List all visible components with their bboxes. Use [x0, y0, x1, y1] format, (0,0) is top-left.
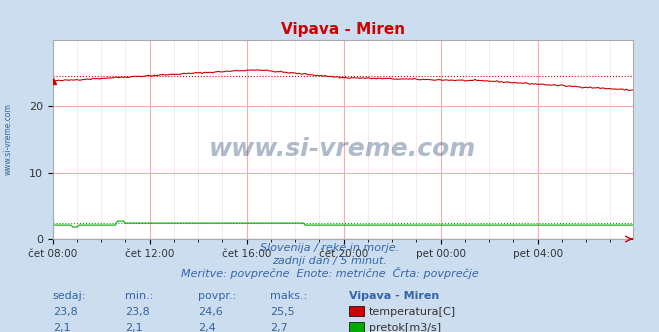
Text: pretok[m3/s]: pretok[m3/s]: [369, 323, 441, 332]
Text: 2,1: 2,1: [125, 323, 143, 332]
Text: 2,7: 2,7: [270, 323, 288, 332]
Text: 24,6: 24,6: [198, 307, 223, 317]
Text: Vipava - Miren: Vipava - Miren: [349, 291, 440, 301]
Text: povpr.:: povpr.:: [198, 291, 236, 301]
Text: 23,8: 23,8: [53, 307, 78, 317]
Text: maks.:: maks.:: [270, 291, 308, 301]
Text: Slovenija / reke in morje.: Slovenija / reke in morje.: [260, 243, 399, 253]
Text: www.si-vreme.com: www.si-vreme.com: [209, 137, 476, 161]
Text: Meritve: povprečne  Enote: metrične  Črta: povprečje: Meritve: povprečne Enote: metrične Črta:…: [181, 267, 478, 279]
Text: 2,1: 2,1: [53, 323, 71, 332]
Text: sedaj:: sedaj:: [53, 291, 86, 301]
Text: temperatura[C]: temperatura[C]: [369, 307, 456, 317]
Title: Vipava - Miren: Vipava - Miren: [281, 22, 405, 37]
Text: 2,4: 2,4: [198, 323, 215, 332]
Text: www.si-vreme.com: www.si-vreme.com: [3, 104, 13, 175]
Text: min.:: min.:: [125, 291, 154, 301]
Text: zadnji dan / 5 minut.: zadnji dan / 5 minut.: [272, 256, 387, 266]
Text: 25,5: 25,5: [270, 307, 295, 317]
Text: 23,8: 23,8: [125, 307, 150, 317]
